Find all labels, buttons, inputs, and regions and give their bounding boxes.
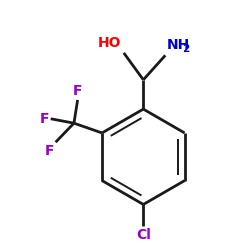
Text: F: F (45, 144, 54, 158)
Text: HO: HO (98, 36, 121, 51)
Text: F: F (73, 84, 82, 98)
Text: F: F (39, 112, 49, 126)
Text: 2: 2 (182, 44, 189, 54)
Text: Cl: Cl (136, 228, 151, 242)
Text: NH: NH (166, 38, 190, 52)
